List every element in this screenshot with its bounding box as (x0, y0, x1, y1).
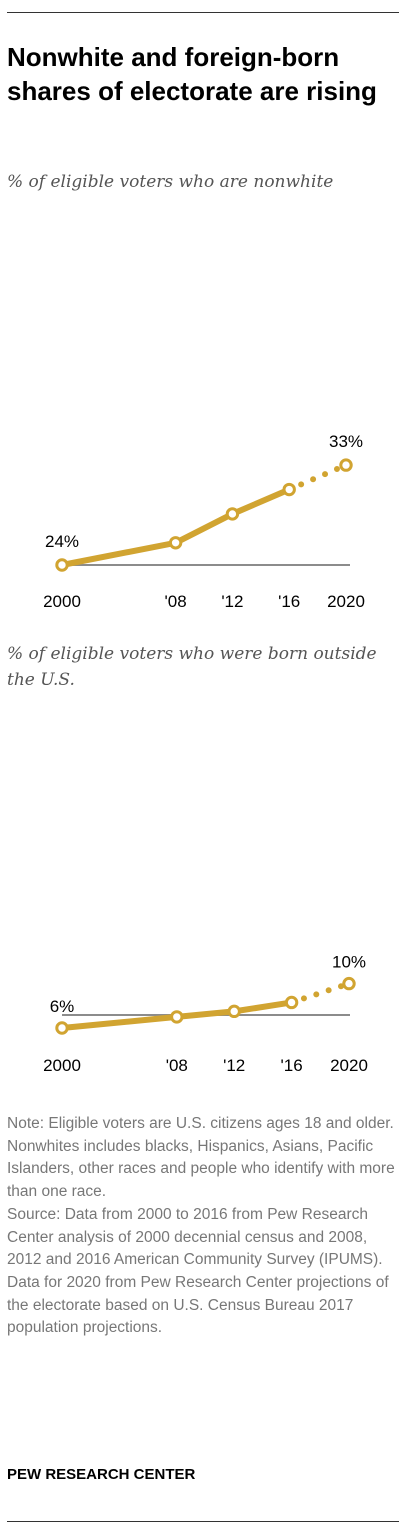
nonwhite-x-tick-2020: 2020 (327, 592, 365, 611)
foreign-born-data-label-2000: 6% (50, 997, 75, 1016)
notes-block: Note: Eligible voters are U.S. citizens … (7, 1113, 402, 1340)
nonwhite-x-tick-08: '08 (165, 592, 187, 611)
nonwhite-point-08 (168, 536, 183, 550)
nonwhite-x-tick-12: '12 (221, 592, 243, 611)
nonwhite-data-label-2000: 24% (45, 532, 79, 551)
foreign-born-point-16 (284, 995, 299, 1010)
chart-nonwhite-svg: 24% 33% 2000 '08 '12 '16 2020 (43, 432, 365, 611)
note-text: Note: Eligible voters are U.S. citizens … (7, 1115, 395, 1201)
foreign-born-point-2000 (55, 1021, 69, 1035)
chart-1-subtitle: % of eligible voters who are nonwhite (7, 172, 334, 192)
chart-foreign-born-share: 6% 10% 2000 '08 '12 '16 2020 (0, 925, 406, 1085)
foreign-born-x-tick-2000: 2000 (43, 1056, 81, 1075)
chart-2-subtitle: % of eligible voters who were born outsi… (7, 644, 377, 690)
foreign-born-series-line (59, 999, 295, 1031)
nonwhite-point-16 (282, 482, 296, 497)
nonwhite-x-tick-16: '16 (278, 592, 300, 611)
credit-line: PEW RESEARCH CENTER (7, 1466, 196, 1483)
nonwhite-series-line (59, 486, 293, 568)
foreign-born-data-label-2020: 10% (332, 953, 366, 972)
foreign-born-x-tick-12: '12 (223, 1056, 245, 1075)
foreign-born-point-2020 (342, 976, 356, 991)
nonwhite-point-2020 (339, 458, 353, 472)
chart-title: Nonwhite and foreign-born shares of elec… (7, 42, 377, 106)
foreign-born-point-12 (227, 1004, 241, 1019)
foreign-born-x-tick-2020: 2020 (330, 1056, 368, 1075)
chart-nonwhite-share: 24% 33% 2000 '08 '12 '16 2020 (0, 260, 406, 620)
nonwhite-point-2000 (55, 558, 69, 572)
nonwhite-data-label-2020: 33% (329, 432, 363, 451)
chart-foreign-born-svg: 6% 10% 2000 '08 '12 '16 2020 (43, 953, 368, 1075)
nonwhite-x-tick-2000: 2000 (43, 592, 81, 611)
foreign-born-point-08 (170, 1010, 184, 1024)
bottom-rule (7, 1521, 399, 1522)
foreign-born-projection-line (288, 980, 352, 1006)
foreign-born-x-tick-08: '08 (166, 1056, 188, 1075)
source-text: Source: Data from 2000 to 2016 from Pew … (7, 1205, 389, 1337)
nonwhite-point-12 (225, 507, 240, 521)
foreign-born-x-tick-16: '16 (281, 1056, 303, 1075)
top-rule (7, 12, 399, 13)
nonwhite-projection-line (286, 462, 349, 493)
